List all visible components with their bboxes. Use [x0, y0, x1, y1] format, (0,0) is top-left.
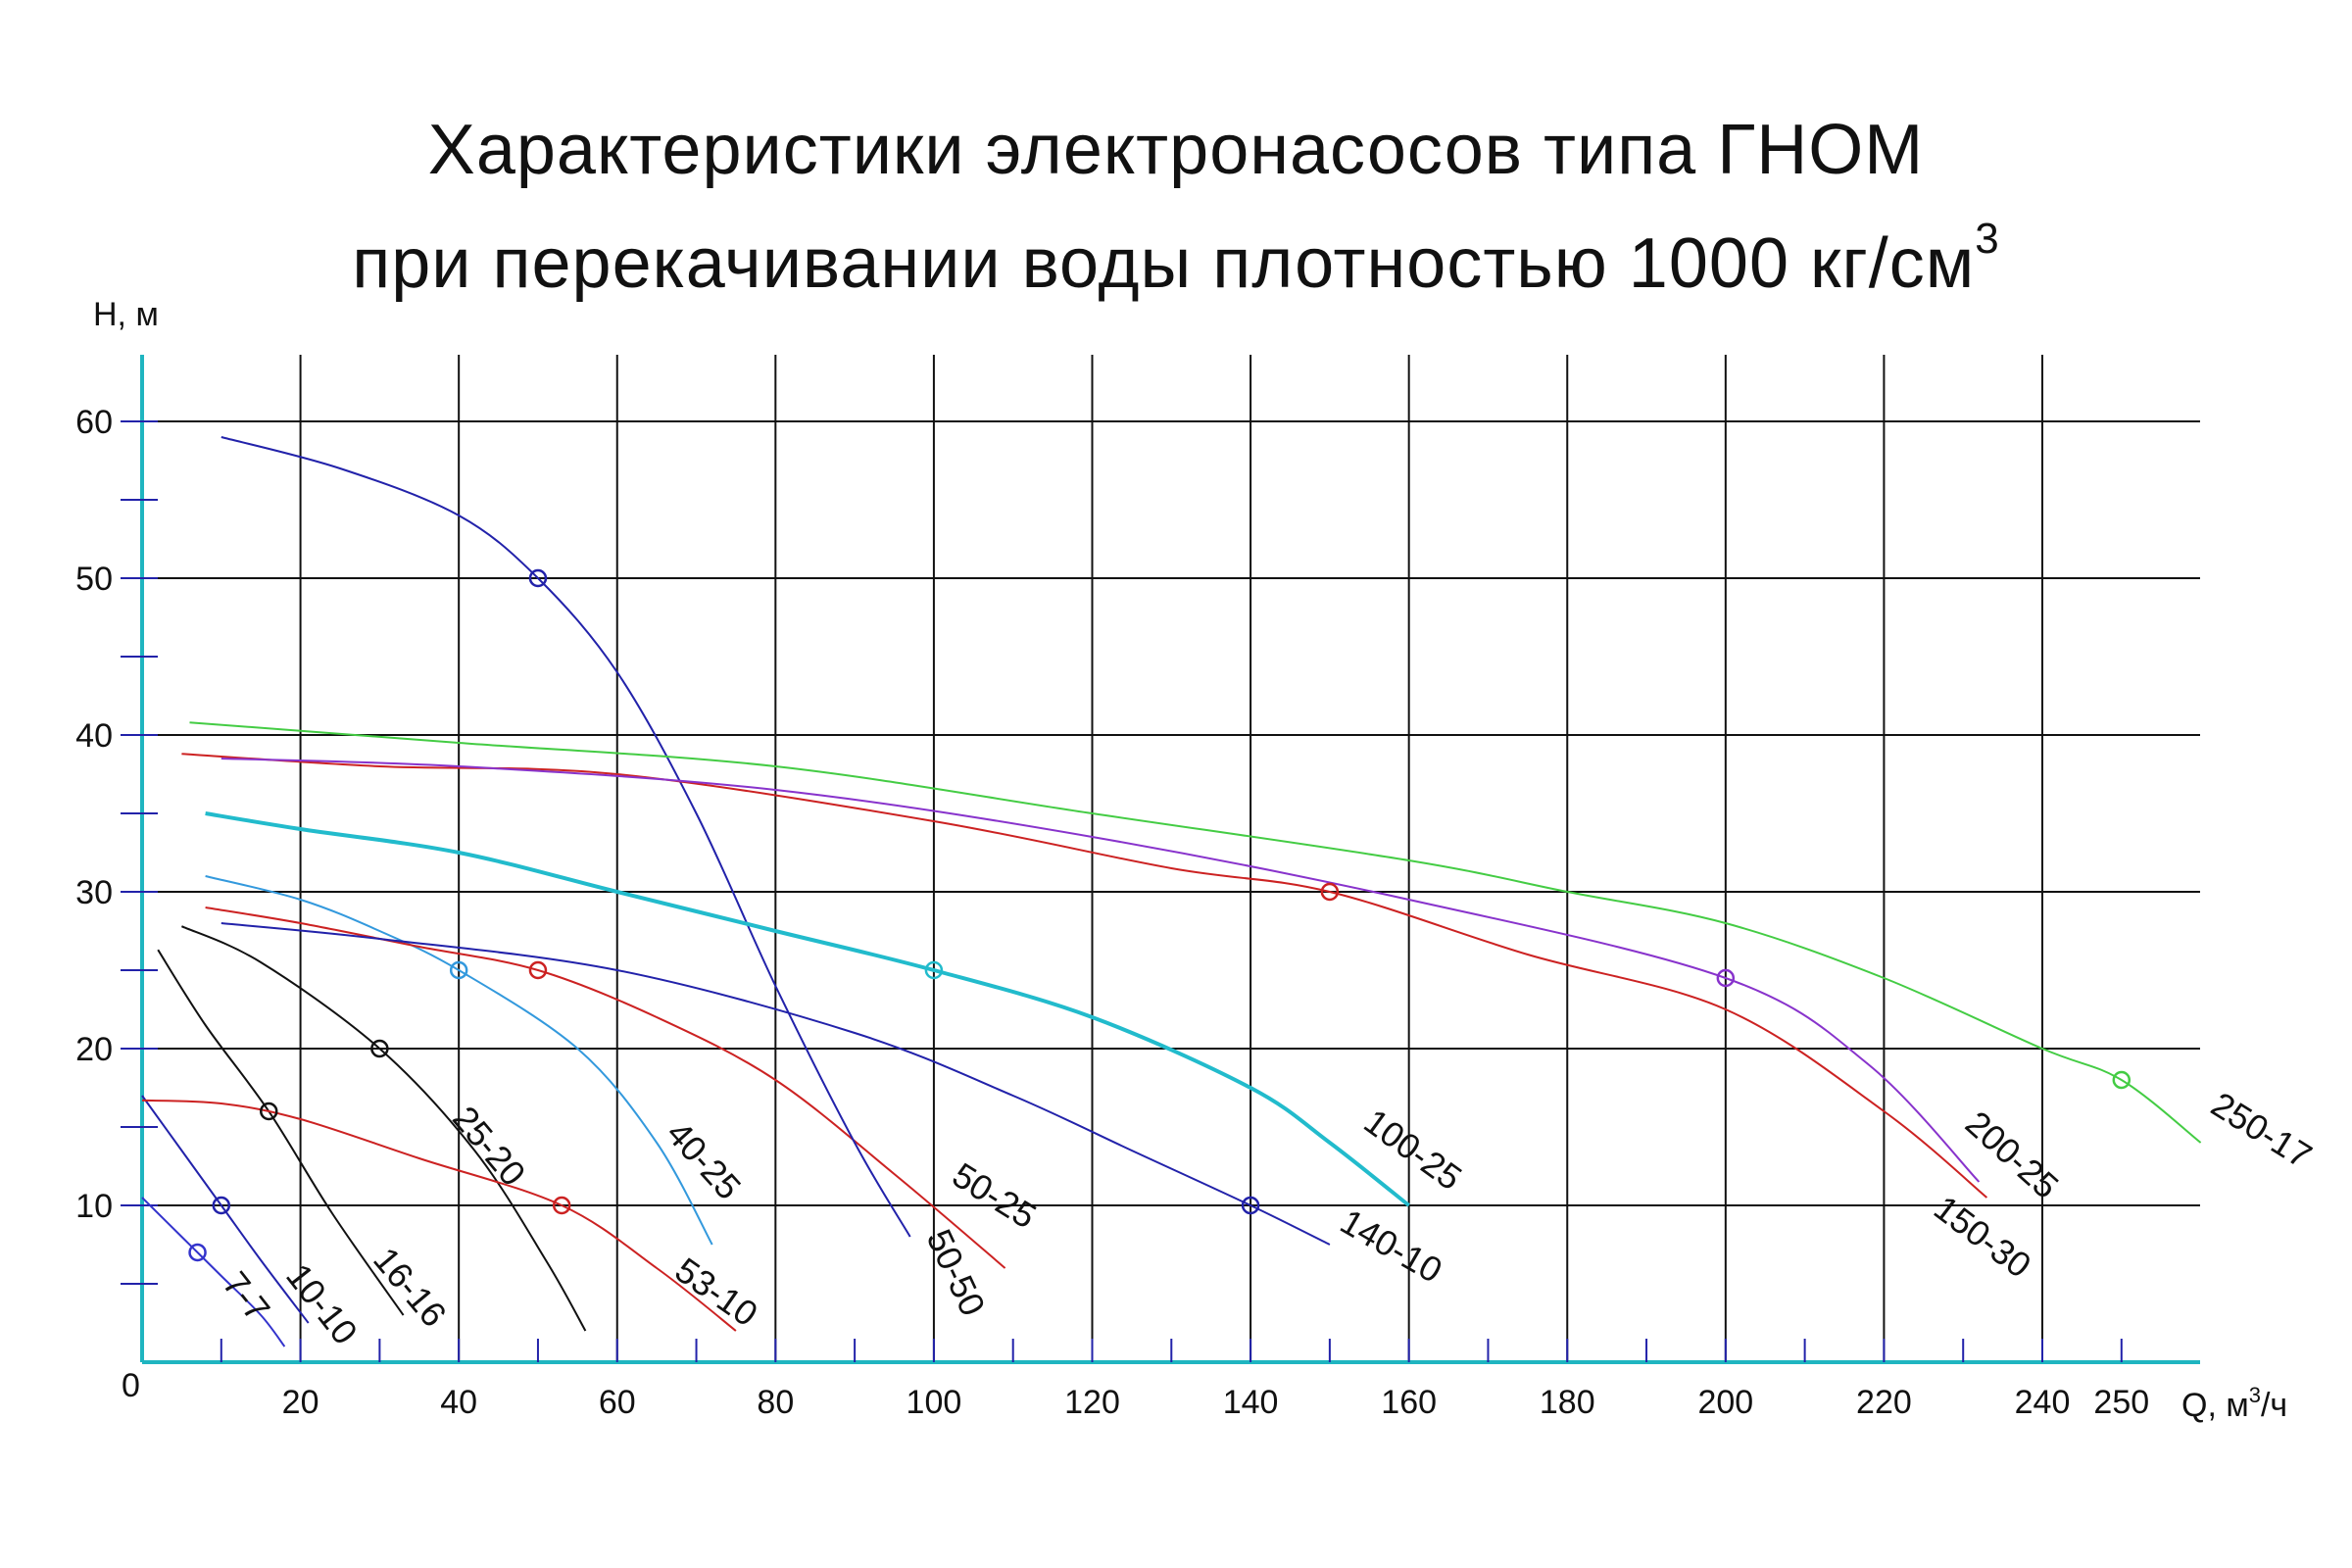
series-marker-25-20: [370, 1039, 389, 1058]
tick-labels: 20 40 60 80 100 120 140 160 180 200 220 240 250 10 20 3…: [75, 404, 2149, 1421]
x-tick-label-80: 80: [757, 1384, 794, 1421]
x-tick-label-160: 160: [1381, 1384, 1437, 1421]
series-marker-100-25: [924, 960, 944, 980]
y-tick-label-40: 40: [75, 717, 113, 755]
y-tick-label-50: 50: [75, 561, 113, 598]
series-line-50-50: [220, 436, 911, 1238]
series-line-16-16: [157, 949, 405, 1316]
origin-label: 0: [122, 1367, 140, 1404]
series-line-100-25: [205, 811, 1410, 1207]
chart-title-superscript: 3: [1975, 215, 2000, 263]
series-line-7-7: [141, 1197, 286, 1348]
series-marker-250-17: [2112, 1070, 2132, 1090]
x-tick-label-240: 240: [2015, 1384, 2071, 1421]
series-label-100-25: 100-25: [1356, 1101, 1469, 1198]
series-label-200-25: 200-25: [1958, 1102, 2067, 1205]
series-line-53-10: [141, 1099, 737, 1332]
series-marker-16-16: [260, 1102, 278, 1121]
x-tick-label-200: 200: [1697, 1384, 1753, 1421]
series-label-7-7: 7-7: [215, 1264, 277, 1329]
y-axis-label: H, м: [93, 296, 159, 333]
x-tick-label-140: 140: [1223, 1384, 1279, 1421]
x-tick-label-120: 120: [1064, 1384, 1120, 1421]
series-label-250-17: 250-17: [2204, 1084, 2319, 1176]
series-line-250-17: [189, 721, 2202, 1144]
x-axis-label-main: Q, м: [2181, 1387, 2249, 1424]
x-tick-label-220: 220: [1856, 1384, 1912, 1421]
series-marker-7-7: [188, 1243, 207, 1262]
x-tick-label-100: 100: [906, 1384, 962, 1421]
series-label-150-30: 150-30: [1927, 1188, 2038, 1286]
x-axis-label-superscript: 3: [2249, 1383, 2261, 1407]
x-axis-label-tail: /ч: [2261, 1387, 2287, 1424]
series-marker-140-10: [1241, 1196, 1260, 1215]
x-tick-label-180: 180: [1540, 1384, 1595, 1421]
x-tick-label-60: 60: [599, 1384, 636, 1421]
series-marker-10-10: [212, 1196, 231, 1215]
series-label-140-10: 140-10: [1334, 1200, 1449, 1291]
series-label-16-16: 16-16: [366, 1240, 455, 1335]
series-line-50-25: [205, 906, 1006, 1269]
y-tick-label-60: 60: [75, 404, 113, 441]
series-line-140-10: [220, 922, 1331, 1246]
series-marker-40-25: [449, 960, 468, 980]
series-label-53-10: 53-10: [668, 1250, 765, 1334]
series-label-50-50: 50-50: [919, 1223, 994, 1322]
chart-title-line-2: при перекачивании воды плотностью 1000 к…: [0, 215, 2352, 304]
axes: [121, 355, 2200, 1364]
series-label-10-10: 10-10: [278, 1256, 366, 1352]
y-tick-label-30: 30: [75, 874, 113, 911]
y-tick-label-20: 20: [75, 1031, 113, 1068]
series-marker-50-50: [528, 568, 548, 588]
series-marker-200-25: [1716, 968, 1736, 988]
series-marker-extra-13: [1320, 882, 1340, 902]
x-tick-label-250: 250: [2093, 1384, 2149, 1421]
x-tick-label-40: 40: [440, 1384, 477, 1421]
series-marker-53-10: [552, 1196, 571, 1215]
series-label-50-25: 50-25: [946, 1154, 1044, 1237]
x-axis-label: Q, м3/ч: [2181, 1383, 2287, 1424]
series-marker-50-25: [528, 960, 548, 980]
series-label-40-25: 40-25: [659, 1113, 749, 1207]
grid: [142, 355, 2200, 1362]
series: [141, 436, 2202, 1348]
series-line-25-20: [180, 925, 587, 1332]
chart-title-line-1: Характеристики электронасосов типа ГНОМ: [427, 111, 1925, 189]
series-line-200-25: [220, 758, 1981, 1183]
x-tick-label-20: 20: [282, 1384, 319, 1421]
y-tick-label-10: 10: [75, 1188, 113, 1225]
series-line-10-10: [141, 1095, 310, 1324]
series-line-40-25: [205, 875, 713, 1246]
markers: [188, 568, 2132, 1262]
chart-title-line-2-text: при перекачивании воды плотностью 1000 к…: [352, 224, 1976, 303]
